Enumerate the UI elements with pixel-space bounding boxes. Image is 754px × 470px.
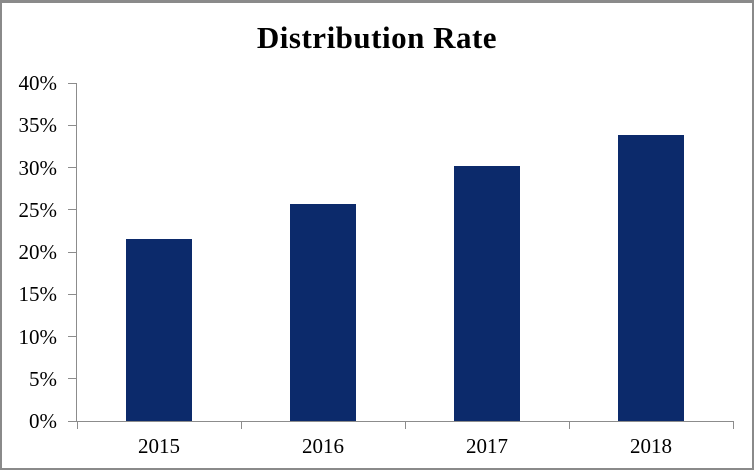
y-axis-tick [68, 251, 77, 253]
x-axis-tick [240, 421, 242, 429]
x-axis-label-2016: 2016 [302, 434, 344, 458]
y-axis-tick [68, 293, 77, 295]
y-axis-tick-label: 30% [18, 155, 58, 180]
chart-title: Distribution Rate [256, 20, 498, 55]
bar-2016 [290, 203, 356, 421]
y-axis-tick [68, 420, 77, 422]
y-axis-tick [68, 336, 77, 337]
y-axis-tick-label: 5% [29, 366, 57, 391]
bar-2018 [618, 135, 684, 421]
x-axis-label-2015: 2015 [138, 434, 180, 458]
y-axis-tick-label: 10% [18, 324, 58, 349]
x-axis-tick [404, 421, 406, 429]
x-axis-tick [568, 421, 570, 429]
y-axis-tick-label: 35% [18, 113, 58, 138]
x-axis-tick [76, 421, 78, 429]
bar-2015 [126, 239, 192, 421]
x-axis-label-2017: 2017 [466, 434, 508, 458]
y-axis-tick [68, 209, 77, 211]
y-axis-tick-label: 25% [18, 197, 58, 222]
y-axis-tick-label: 40% [18, 71, 58, 95]
bar-2017 [454, 165, 520, 421]
y-axis-tick-label: 20% [18, 240, 58, 264]
y-axis-tick [68, 124, 77, 126]
y-axis-tick [68, 82, 77, 84]
y-axis-tick [68, 378, 77, 380]
x-axis-tick [732, 421, 734, 429]
x-axis-label-2018: 2018 [630, 434, 672, 458]
y-axis-tick-label: 0% [29, 409, 57, 433]
y-axis-tick-label: 15% [18, 282, 58, 307]
plot-area: 0% 5% 10% 15% 20% 25% 30% 35% 40% 2015 2016 2017 201… [19, 72, 734, 458]
y-axis-tick [68, 167, 77, 168]
